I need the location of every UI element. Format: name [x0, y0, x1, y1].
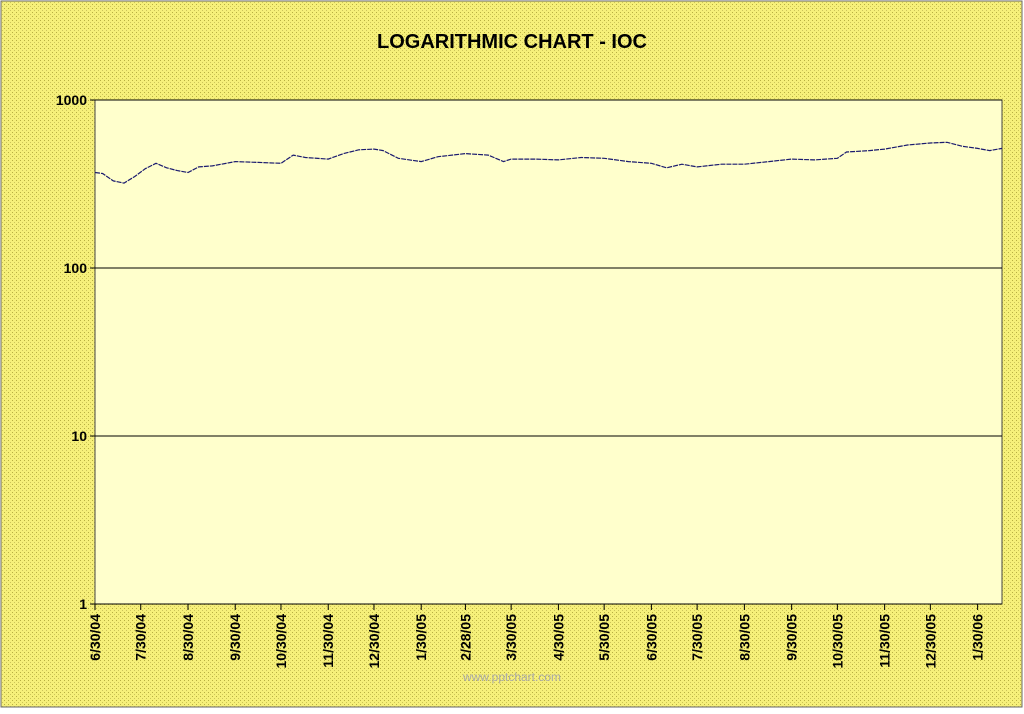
chart-title: LOGARITHMIC CHART - IOC [377, 31, 647, 53]
x-tick-label: 9/30/04 [227, 614, 243, 661]
x-tick-label: 3/30/05 [503, 614, 519, 661]
x-tick-label: 7/30/04 [133, 614, 149, 661]
x-tick-label: 11/30/05 [877, 614, 893, 668]
x-tick-label: 8/30/04 [180, 614, 196, 661]
x-tick-label: 1/30/05 [413, 614, 429, 661]
x-tick-label: 6/30/04 [87, 614, 103, 661]
x-tick-label: 6/30/05 [643, 614, 659, 661]
plot-area [94, 99, 1003, 605]
x-tick-label: 10/30/04 [273, 614, 289, 669]
x-tick-label: 9/30/05 [784, 614, 800, 661]
x-tick-label: 4/30/05 [550, 614, 566, 661]
x-tick-label: 12/30/05 [922, 614, 938, 669]
y-tick-label: 100 [64, 260, 88, 276]
x-tick-label: 2/28/05 [457, 614, 473, 661]
x-tick-label: 8/30/05 [736, 614, 752, 661]
watermark: www.pptchart.com [462, 670, 561, 684]
x-tick-label: 11/30/04 [320, 614, 336, 668]
y-tick-label: 10 [71, 428, 87, 444]
y-tick-label: 1 [79, 596, 87, 612]
y-tick-label: 1000 [56, 92, 87, 108]
x-tick-label: 5/30/05 [596, 614, 612, 661]
x-tick-label: 12/30/04 [366, 614, 382, 669]
x-tick-label: 7/30/05 [689, 614, 705, 661]
line [94, 141, 1003, 184]
x-tick-label: 10/30/05 [829, 614, 845, 669]
x-tick-label: 1/30/06 [970, 614, 986, 661]
